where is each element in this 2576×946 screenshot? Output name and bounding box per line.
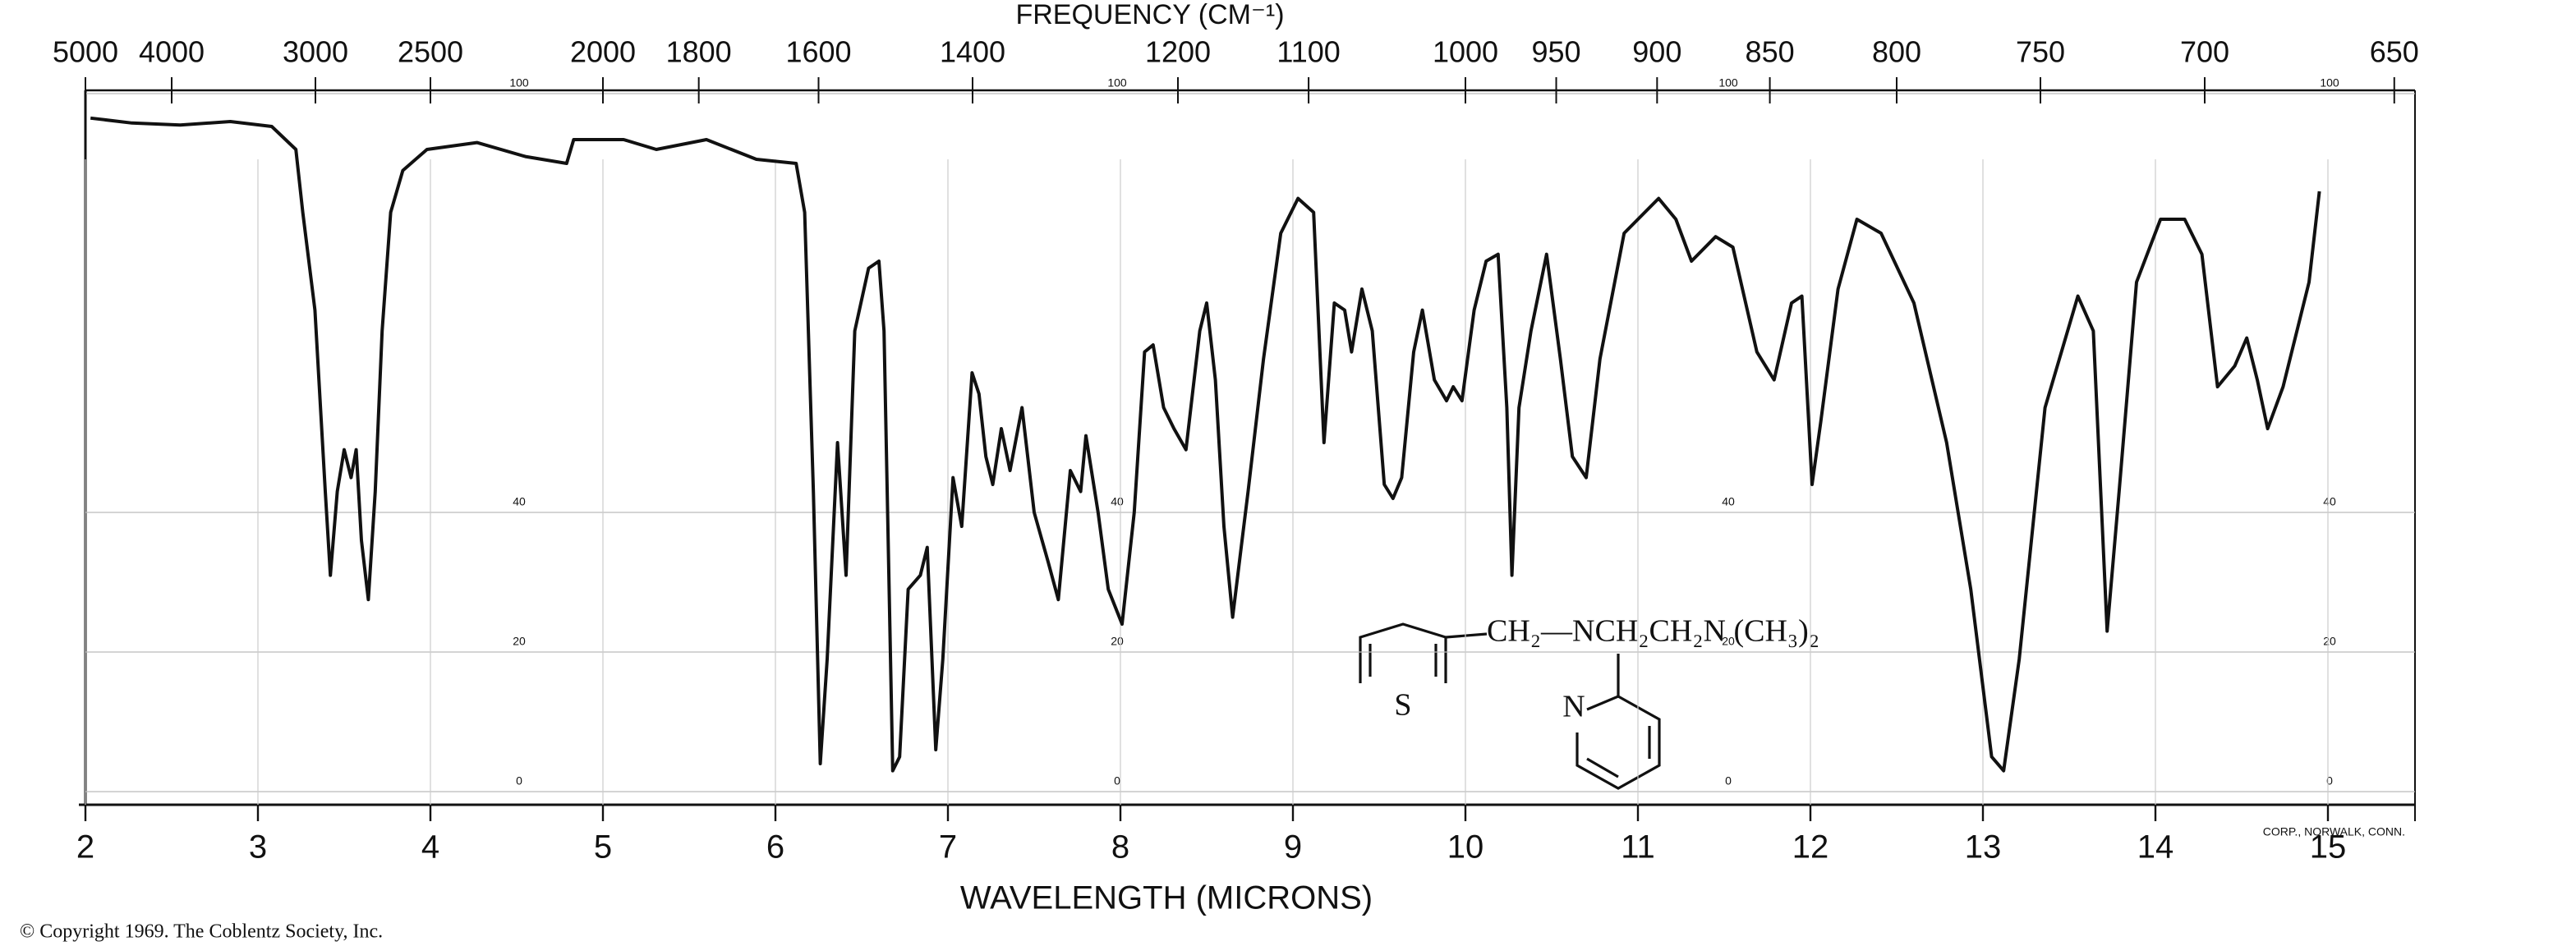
x-tick-label: 5: [594, 829, 612, 866]
pyridine-double-bonds: [1586, 726, 1651, 778]
x2-tick-label: 3000: [283, 35, 348, 69]
y-tick-label: 0: [1725, 774, 1732, 788]
y-tick-label: 40: [1111, 495, 1124, 508]
y-tick-label: 20: [1722, 635, 1735, 648]
structure: [1359, 622, 1661, 790]
copyright: © Copyright 1969. The Coblentz Society, …: [20, 921, 383, 943]
y-tick-label: 0: [1114, 774, 1120, 788]
x2-tick-label: 850: [1746, 35, 1795, 69]
x-axis-label: WAVELENGTH (MICRONS): [960, 880, 1373, 916]
x-tick-label: 10: [1447, 829, 1484, 866]
y-tick-label: 40: [1722, 495, 1735, 508]
x2-tick-label: 1600: [785, 35, 851, 69]
x-tick-label: 2: [76, 829, 94, 866]
x2-tick-label: 950: [1531, 35, 1580, 69]
thiophene-ring: [1359, 622, 1447, 683]
x2-tick-label: 5000: [53, 35, 118, 69]
x2-tick-label: 900: [1632, 35, 1681, 69]
pyridine-ring: [1576, 695, 1661, 790]
formula: CH₂—NCH₂CH₂N (CH₃)₂: [1487, 614, 1819, 649]
x-tick-label: 8: [1111, 829, 1129, 866]
y-tick-label: 100: [1107, 76, 1127, 90]
x2-tick-label: 1200: [1145, 35, 1211, 69]
x2-tick-label: 1000: [1433, 35, 1498, 69]
chart-title: FREQUENCY (CM⁻¹): [1015, 0, 1284, 30]
spectrum-line: [90, 116, 2321, 773]
ring-atom: N: [1562, 690, 1585, 724]
x-tick-label: 11: [1621, 829, 1655, 866]
bond: [1445, 632, 1488, 639]
x2-tick-label: 1400: [940, 35, 1005, 69]
x2-tick-label: 650: [2370, 35, 2419, 69]
thiophene-double-bonds: [1368, 644, 1438, 677]
x2-tick-label: 750: [2016, 35, 2065, 69]
ring-atom: S: [1394, 688, 1411, 723]
x-tick-label: 7: [939, 829, 957, 866]
x2-tick-label: 2500: [398, 35, 463, 69]
x-tick-label: 14: [2137, 829, 2174, 866]
x-tick-label: 9: [1284, 829, 1302, 866]
x-tick-label: 15: [2310, 829, 2347, 866]
y-tick-label: 100: [1718, 76, 1738, 90]
y-tick-label: 100: [2320, 76, 2339, 90]
y-tick-label: 40: [513, 495, 526, 508]
x-tick-label: 6: [766, 829, 784, 866]
y-tick-label: 0: [2326, 774, 2333, 788]
y-tick-label: 20: [513, 635, 526, 648]
y-tick-label: 20: [2323, 635, 2336, 648]
x2-tick-label: 1800: [666, 35, 732, 69]
x-tick-label: 4: [421, 829, 439, 866]
y-tick-label: 100: [509, 76, 529, 90]
maker-note: CORP., NORWALK, CONN.: [2263, 825, 2405, 838]
y-tick-label: 0: [516, 774, 522, 788]
x-tick-label: 12: [1792, 829, 1829, 866]
x-tick-label: 13: [1965, 829, 2002, 866]
x2-tick-label: 1100: [1276, 35, 1340, 69]
x2-tick-label: 2000: [570, 35, 636, 69]
x-tick-label: 3: [249, 829, 267, 866]
x2-tick-label: 700: [2180, 35, 2229, 69]
x2-tick-label: 4000: [139, 35, 205, 69]
y-tick-label: 20: [1111, 635, 1124, 648]
y-tick-label: 40: [2323, 495, 2336, 508]
x2-tick-label: 800: [1872, 35, 1921, 69]
